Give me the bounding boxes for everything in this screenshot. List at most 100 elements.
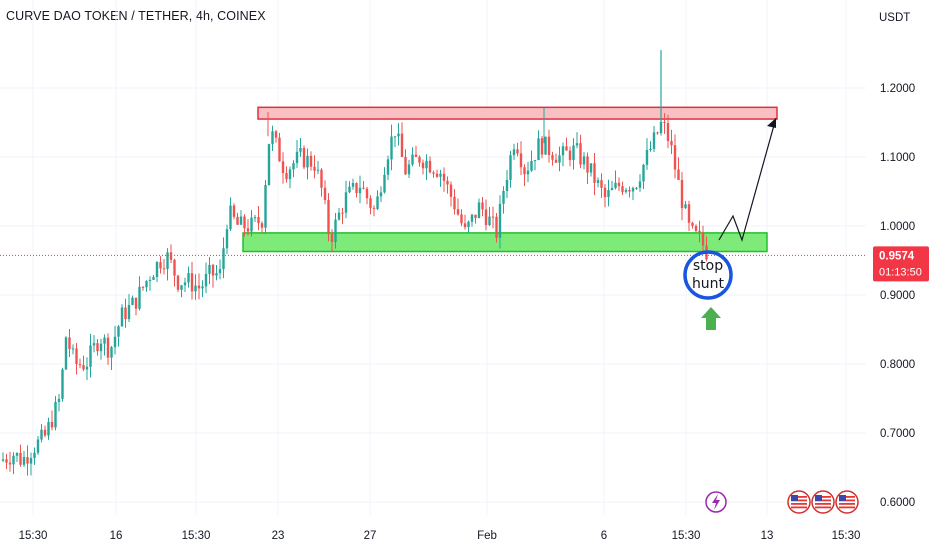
- candle-body: [372, 207, 376, 209]
- candle-body: [530, 160, 533, 171]
- chart-title: CURVE DAO TOKEN / TETHER, 4h, COINEX: [6, 9, 266, 23]
- candle-body: [509, 155, 512, 180]
- price-tick-label: 1.1000: [880, 152, 915, 164]
- candle-body: [677, 169, 680, 180]
- candle-body: [656, 132, 659, 134]
- time-tick-label: 23: [272, 530, 285, 542]
- candle-body: [502, 190, 505, 204]
- flag-stripe: [815, 499, 831, 502]
- flag-stripe: [815, 503, 831, 505]
- price-tick-label: 0.8000: [880, 359, 915, 371]
- candle-body: [652, 132, 656, 149]
- time-axis[interactable]: 15:30 16 15:30 23 27 Feb 6 15:30 13 15:30: [19, 530, 861, 542]
- candle-body: [75, 348, 78, 365]
- candle-body: [537, 138, 540, 160]
- candle-body: [309, 155, 313, 167]
- candle-body: [320, 169, 323, 188]
- candle-body: [407, 164, 411, 175]
- candle-body: [246, 228, 250, 232]
- support-zone: [242, 232, 768, 253]
- candle-body: [400, 133, 404, 157]
- bar-countdown: 01:13:50: [879, 266, 922, 278]
- candle-body: [141, 286, 145, 288]
- candle-body: [355, 183, 358, 194]
- candle-body: [327, 200, 330, 235]
- candle-body: [337, 212, 341, 220]
- candle-body: [12, 455, 15, 465]
- candle-body: [421, 162, 425, 169]
- candle-body: [250, 217, 253, 232]
- candle-body: [236, 216, 239, 225]
- candle-body: [628, 189, 631, 192]
- candle-body: [638, 181, 642, 188]
- candle-body: [292, 163, 295, 170]
- candle-body: [180, 285, 183, 290]
- candle-body: [124, 307, 127, 320]
- last-price-value: 0.9574: [879, 250, 915, 262]
- zones: [242, 106, 778, 253]
- candle-body: [435, 173, 439, 177]
- candle-body: [586, 156, 589, 173]
- candle-body: [162, 268, 166, 270]
- candle-body: [82, 365, 85, 370]
- candles: [1, 50, 708, 476]
- candle-body: [561, 146, 565, 156]
- candle-body: [57, 398, 61, 402]
- candle-body: [64, 337, 68, 370]
- candle-body: [134, 297, 138, 309]
- candle-body: [474, 214, 477, 219]
- event-icons: [705, 490, 859, 514]
- flag-stripe: [791, 503, 807, 505]
- price-tick-label: 1.0000: [880, 221, 915, 233]
- flag-stripe: [791, 496, 807, 498]
- candle-body: [15, 453, 19, 456]
- candle-body: [278, 137, 281, 162]
- candle-body: [194, 285, 197, 292]
- projection-path: [718, 117, 777, 242]
- candle-body: [572, 145, 575, 161]
- flag-ring: [835, 490, 859, 514]
- candle-body: [96, 343, 99, 352]
- price-tick-label: 0.6000: [880, 497, 915, 509]
- candle-body: [596, 180, 600, 183]
- price-tick-label: 0.9000: [880, 290, 915, 302]
- candle-body: [1, 459, 5, 461]
- time-tick-label: 15:30: [182, 530, 211, 542]
- candle-body: [68, 337, 71, 349]
- candle-body: [481, 202, 484, 210]
- price-axis[interactable]: USDT 1.2000 1.1000 1.0000 0.9000 0.8000 0.7000…: [873, 12, 929, 509]
- candle-body: [498, 203, 502, 238]
- candle-body: [547, 136, 551, 156]
- candle-body: [243, 216, 246, 229]
- candle-body: [470, 214, 474, 222]
- candle-body: [523, 167, 526, 175]
- candle-body: [484, 209, 488, 226]
- candle-body: [78, 364, 82, 366]
- candle-body: [505, 179, 509, 191]
- candle-body: [358, 187, 362, 194]
- us-flag-icon: [787, 490, 811, 514]
- candle-body: [351, 183, 355, 187]
- candle-body: [607, 190, 610, 198]
- candle-body: [397, 133, 400, 137]
- flag-stripe: [839, 503, 855, 505]
- candle-body: [155, 262, 159, 277]
- candle-body: [99, 343, 103, 352]
- candle-body: [673, 145, 677, 170]
- candle-body: [208, 264, 211, 274]
- candle-body: [554, 159, 558, 163]
- candle-body: [187, 273, 190, 283]
- candle-body: [29, 458, 33, 464]
- annotation-text-line2: hunt: [692, 276, 725, 292]
- candle-body: [383, 174, 386, 193]
- candle-body: [152, 276, 155, 280]
- candle-body: [631, 187, 635, 192]
- candle-body: [257, 217, 260, 224]
- flag-canton: [839, 495, 846, 501]
- candle-body: [369, 198, 372, 208]
- candle-body: [232, 205, 236, 217]
- candle-body: [533, 159, 537, 161]
- candle-body: [463, 223, 467, 228]
- candle-body: [526, 170, 530, 175]
